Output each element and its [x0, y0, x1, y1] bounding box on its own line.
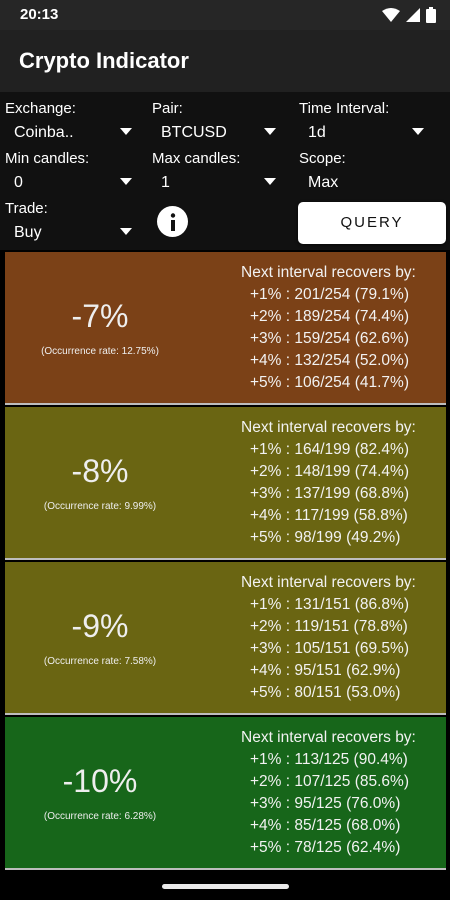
min-candles-dropdown[interactable]: 0 [6, 170, 132, 196]
recover-line: +3% : 159/254 (62.6%) [250, 330, 409, 347]
recovers-title: Next interval recovers by: [241, 729, 416, 746]
app-bar: Crypto Indicator [0, 30, 450, 92]
max-candles-dropdown[interactable]: 1 [153, 170, 276, 196]
exchange-value: Coinba.. [14, 124, 74, 141]
recover-line: +1% : 164/199 (82.4%) [250, 441, 409, 458]
battery-icon [426, 7, 436, 28]
min-candles-value: 0 [14, 174, 23, 191]
status-icons [382, 7, 436, 28]
query-button[interactable]: QUERY [298, 202, 446, 244]
interval-dropdown[interactable]: 1d [300, 120, 424, 146]
pair-dropdown[interactable]: BTCUSD [153, 120, 276, 146]
recover-line: +3% : 95/125 (76.0%) [250, 795, 401, 812]
recover-line: +5% : 78/125 (62.4%) [250, 839, 401, 856]
scope-value: Max [308, 174, 339, 191]
drop-percent: -10% [62, 763, 138, 799]
recover-line: +2% : 148/199 (74.4%) [250, 463, 409, 480]
recover-line: +1% : 113/125 (90.4%) [250, 751, 408, 768]
occurrence-rate: (Occurrence rate: 12.75%) [41, 346, 159, 357]
trade-value: Buy [14, 224, 42, 241]
dropdown-arrow-icon [120, 228, 132, 235]
drop-percent: -7% [71, 298, 129, 334]
recover-line: +3% : 137/199 (68.8%) [250, 485, 409, 502]
recover-line: +4% : 85/125 (68.0%) [250, 817, 401, 834]
result-panel-9: -9% (Occurrence rate: 7.58%) Next interv… [5, 562, 446, 715]
max-candles-value: 1 [161, 174, 170, 191]
recover-line: +2% : 189/254 (74.4%) [250, 308, 409, 325]
status-bar: 20:13 [0, 0, 450, 30]
min-candles-label: Min candles: [5, 150, 90, 167]
recover-line: +5% : 98/199 (49.2%) [250, 529, 401, 546]
recover-line: +4% : 117/199 (58.8%) [250, 507, 408, 524]
drop-percent: -8% [71, 453, 129, 489]
exchange-dropdown[interactable]: Coinba.. [6, 120, 132, 146]
result-panel-8: -8% (Occurrence rate: 9.99%) Next interv… [5, 407, 446, 560]
scope-label: Scope: [299, 150, 346, 167]
recover-line: +1% : 201/254 (79.1%) [250, 286, 409, 303]
trade-dropdown[interactable]: Buy [6, 220, 132, 246]
recover-line: +2% : 119/151 (78.8%) [250, 618, 408, 635]
recover-line: +2% : 107/125 (85.6%) [250, 773, 409, 790]
drop-percent: -9% [71, 608, 129, 644]
recover-line: +1% : 131/151 (86.8%) [250, 596, 409, 613]
app-title: Crypto Indicator [19, 48, 189, 73]
result-panel-10: -10% (Occurrence rate: 6.28%) Next inter… [5, 717, 446, 870]
dropdown-arrow-icon [264, 178, 276, 185]
dropdown-arrow-icon [264, 128, 276, 135]
info-button[interactable] [157, 206, 188, 237]
dropdown-arrow-icon [120, 178, 132, 185]
recovers-title: Next interval recovers by: [241, 264, 416, 281]
recover-line: +4% : 132/254 (52.0%) [250, 352, 409, 369]
trade-label: Trade: [5, 200, 48, 217]
occurrence-rate: (Occurrence rate: 7.58%) [43, 656, 157, 667]
interval-value: 1d [308, 124, 326, 141]
dropdown-arrow-icon [120, 128, 132, 135]
result-panel-7: -7% (Occurrence rate: 12.75%) Next inter… [5, 252, 446, 405]
recover-line: +4% : 95/151 (62.9%) [250, 662, 401, 679]
recovers-title: Next interval recovers by: [241, 574, 416, 591]
exchange-label: Exchange: [5, 100, 76, 117]
gesture-nav-handle[interactable] [162, 884, 289, 889]
pair-value: BTCUSD [161, 124, 227, 141]
recover-line: +5% : 80/151 (53.0%) [250, 684, 401, 701]
info-icon [170, 212, 175, 231]
recover-line: +3% : 105/151 (69.5%) [250, 640, 409, 657]
cellular-signal-icon [406, 8, 420, 27]
pair-label: Pair: [152, 100, 183, 117]
dropdown-arrow-icon [412, 128, 424, 135]
recovers-title: Next interval recovers by: [241, 419, 416, 436]
occurrence-rate: (Occurrence rate: 9.99%) [43, 501, 157, 512]
recover-line: +5% : 106/254 (41.7%) [250, 374, 409, 391]
wifi-icon [382, 8, 400, 27]
occurrence-rate: (Occurrence rate: 6.28%) [43, 811, 157, 822]
status-time: 20:13 [20, 6, 59, 23]
interval-label: Time Interval: [299, 100, 390, 117]
max-candles-label: Max candles: [152, 150, 241, 167]
